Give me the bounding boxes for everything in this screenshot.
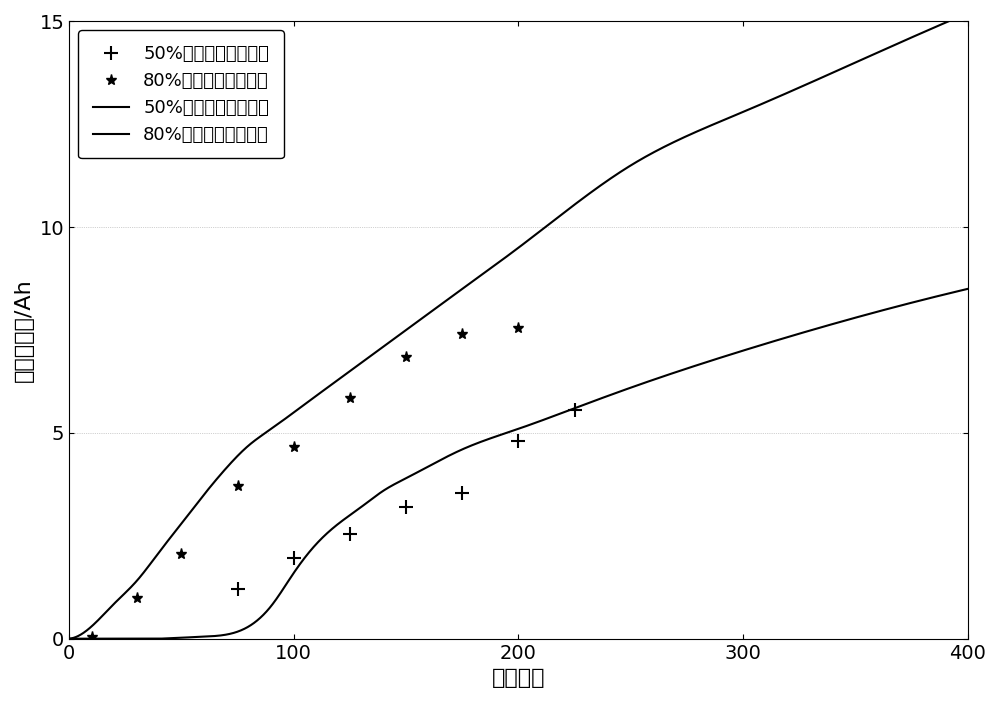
Legend: 50%放电深度测量数据, 80%放电深度测量数据, 50%放电深度拟合曲线, 80%放电深度拟合曲线: 50%放电深度测量数据, 80%放电深度测量数据, 50%放电深度拟合曲线, 8… <box>78 30 284 159</box>
X-axis label: 循环次数: 循环次数 <box>492 668 545 688</box>
Y-axis label: 容量衰退量/Ah: 容量衰退量/Ah <box>14 278 34 382</box>
